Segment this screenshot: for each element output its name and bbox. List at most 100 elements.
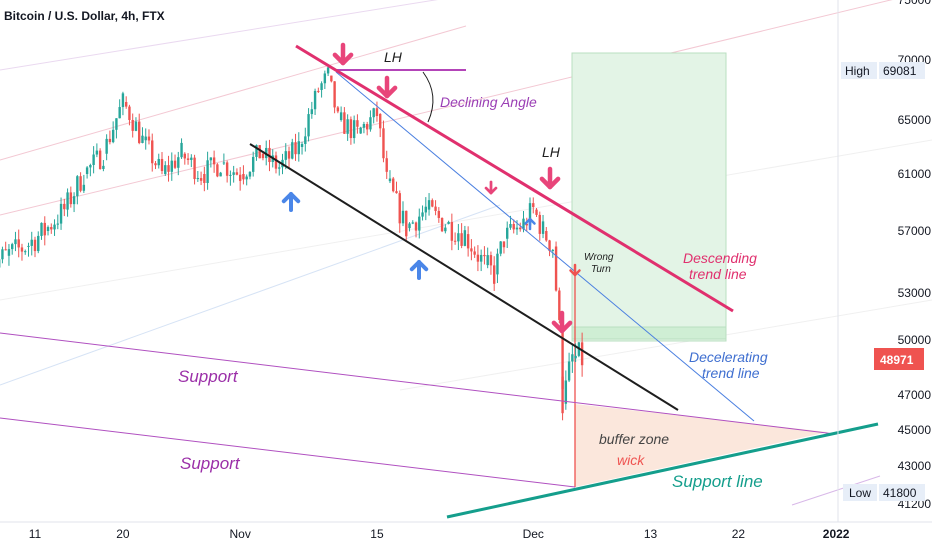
candle-body	[50, 227, 53, 230]
candle-body	[128, 106, 131, 120]
background-channel-line	[0, 0, 439, 71]
candle-body	[349, 119, 353, 139]
candle-body	[151, 140, 154, 164]
candle-body	[108, 138, 112, 143]
candle-body	[479, 254, 483, 262]
candle-body	[121, 93, 125, 108]
candle-body	[502, 241, 506, 248]
candle-body	[313, 90, 317, 110]
candle-body	[1, 249, 4, 260]
candle-body	[388, 178, 392, 182]
candle-body	[558, 290, 561, 320]
candle-body	[434, 206, 437, 211]
decelerating-trend-line	[335, 71, 755, 422]
decelerating-label-2: trend line	[702, 365, 760, 381]
candle-body	[548, 240, 551, 251]
candle-body	[40, 222, 43, 236]
candle-body	[229, 174, 232, 176]
candle-body	[333, 81, 336, 108]
candle-body	[362, 123, 366, 128]
background-channel-line	[0, 204, 501, 386]
candle-body	[63, 203, 66, 210]
low-label: Low	[849, 486, 871, 500]
candle-body	[278, 167, 281, 169]
candle-body	[124, 102, 128, 107]
candle-body	[7, 249, 11, 256]
candle-body	[395, 191, 398, 194]
price-axis-ticks: 7500070000650006100057000530005000047000…	[898, 0, 932, 511]
candle-body	[411, 222, 414, 224]
candle-body	[164, 165, 167, 174]
candle-body	[369, 117, 372, 130]
candle-body	[541, 221, 545, 234]
y-tick-label: 45000	[898, 423, 932, 437]
candle-body	[284, 151, 287, 160]
candle-body	[53, 224, 56, 230]
candle-body	[89, 164, 92, 168]
candle-body	[193, 157, 196, 180]
lh-label-top: LH	[384, 49, 403, 65]
candle-body	[489, 255, 493, 266]
candle-body	[385, 158, 388, 172]
candle-body	[157, 158, 160, 166]
candle-body	[131, 119, 134, 131]
down-arrowhead-icon	[484, 186, 498, 195]
chart-title: Bitcoin / U.S. Dollar, 4h, FTX	[4, 9, 165, 23]
candle-body	[343, 112, 346, 134]
last-price-value: 48971	[880, 353, 914, 367]
low-label-box	[843, 484, 877, 501]
high-badge: High 69081	[841, 62, 925, 79]
candle-body	[450, 221, 454, 241]
background-channel-lines	[0, 0, 932, 391]
candle-body	[17, 239, 20, 248]
y-tick-label: 61000	[898, 167, 932, 181]
x-tick-label: 13	[644, 527, 658, 541]
candle-body	[470, 248, 473, 252]
candle-body	[427, 200, 431, 210]
candle-body	[307, 114, 310, 137]
time-axis-ticks: 11 20 Nov 15 Dec 13 22 2022	[29, 527, 850, 541]
candle-body	[167, 165, 170, 172]
y-tick-label: 43000	[898, 459, 932, 473]
y-tick-label: 47000	[898, 388, 932, 402]
candle-body	[460, 233, 463, 246]
candle-body	[160, 158, 164, 172]
candle-body	[431, 200, 434, 207]
candle-body	[421, 212, 424, 217]
candle-body	[43, 222, 46, 236]
low-value: 41800	[883, 486, 917, 500]
x-tick-label: 11	[29, 527, 42, 541]
candle-body	[219, 172, 222, 177]
candle-body	[183, 153, 187, 159]
candle-body	[522, 218, 525, 230]
candle-body	[356, 120, 359, 127]
y-tick-label: 50000	[898, 333, 932, 347]
candle-body	[304, 136, 307, 144]
background-channel-line	[0, 0, 893, 216]
candle-body	[66, 192, 69, 210]
descending-trend-line	[295, 44, 734, 313]
black-trend-line	[249, 143, 679, 411]
declining-angle-arc	[422, 71, 434, 123]
candle-body	[317, 90, 320, 92]
candle-body	[203, 174, 206, 183]
candle-body	[424, 206, 427, 213]
candle-body	[323, 73, 327, 84]
y-tick-label: 53000	[898, 286, 932, 300]
candle-body	[115, 118, 118, 130]
candle-body	[173, 160, 177, 168]
candle-body	[287, 151, 291, 159]
candle-body	[457, 233, 460, 242]
candle-body	[352, 120, 356, 139]
x-tick-label: Dec	[523, 527, 544, 541]
high-label: High	[845, 64, 870, 78]
candle-body	[538, 214, 541, 234]
last-price-badge: 48971	[874, 348, 924, 370]
candle-body	[506, 227, 509, 239]
candle-body	[170, 160, 173, 172]
candle-body	[554, 246, 558, 291]
target-zone	[571, 52, 727, 342]
candle-body	[238, 174, 242, 181]
candle-body	[528, 203, 532, 226]
